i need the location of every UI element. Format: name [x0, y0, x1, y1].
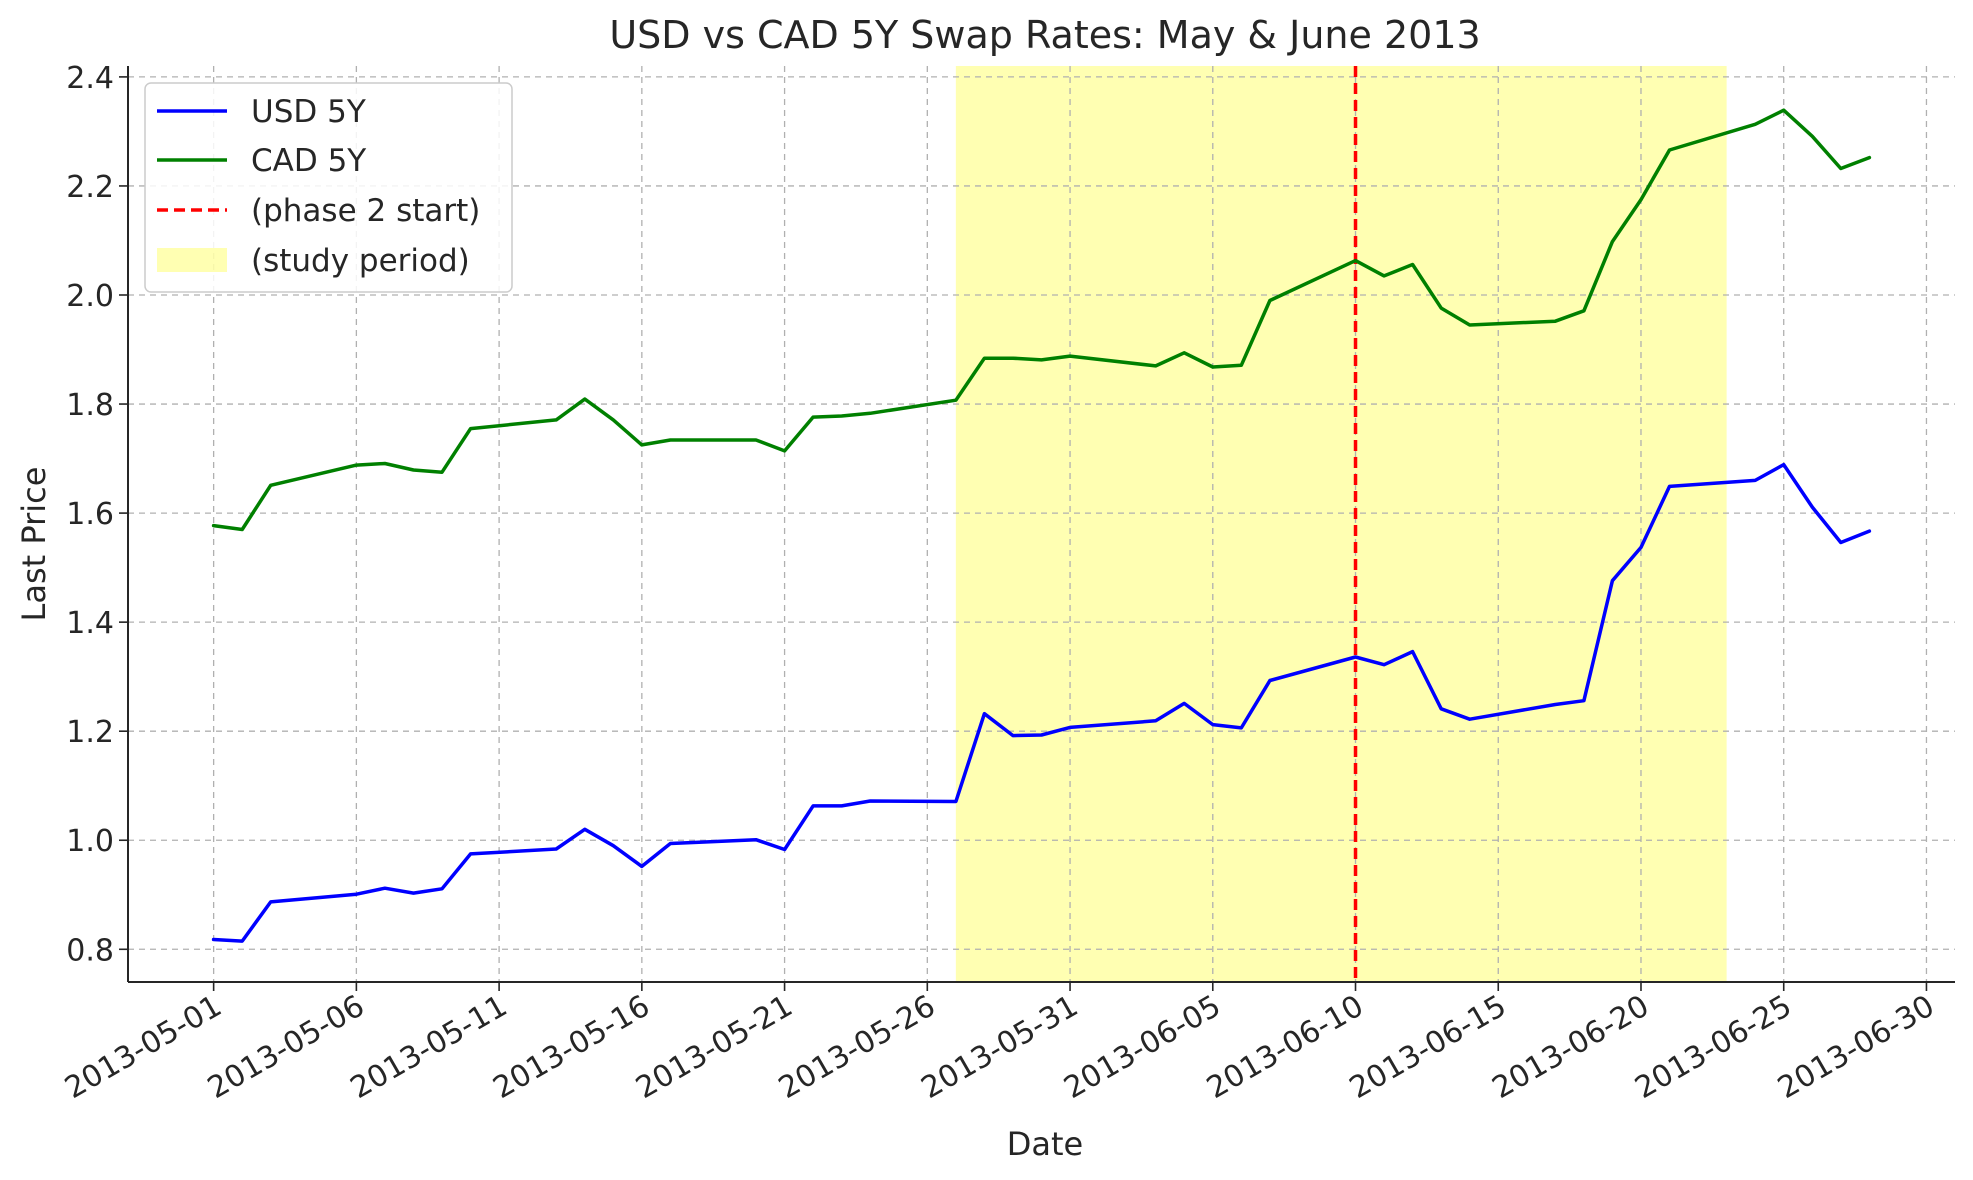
- y-tick-label: 0.8: [66, 933, 114, 968]
- x-tick-label: 2013-06-05: [1058, 989, 1226, 1106]
- x-tick-label: 2013-05-16: [487, 989, 655, 1106]
- x-axis-label: Date: [1007, 1125, 1083, 1163]
- x-tick-label: 2013-06-10: [1201, 989, 1369, 1106]
- x-tick-label: 2013-06-25: [1629, 989, 1797, 1106]
- x-tick-label: 2013-05-26: [773, 989, 941, 1106]
- y-tick-label: 1.8: [66, 388, 114, 423]
- legend-label-study-period: (study period): [251, 243, 470, 279]
- x-tick-label: 2013-05-06: [202, 989, 370, 1106]
- legend: USD 5Y CAD 5Y (phase 2 start) (study per…: [144, 82, 513, 293]
- chart-title: USD vs CAD 5Y Swap Rates: May & June 201…: [609, 13, 1480, 57]
- y-tick-label: 1.2: [66, 715, 114, 750]
- legend-frame: [144, 82, 513, 293]
- gridlines: [128, 66, 1955, 982]
- x-tick-label: 2013-06-20: [1486, 989, 1654, 1106]
- study-period-layer: [955, 66, 1727, 982]
- x-tick-label: 2013-05-31: [916, 989, 1084, 1106]
- legend-label-usd: USD 5Y: [251, 94, 366, 130]
- legend-swatch-study-period: [157, 248, 227, 272]
- y-tick-label: 1.6: [66, 497, 114, 532]
- study-period-band: [955, 66, 1727, 982]
- x-tick-label: 2013-06-15: [1344, 989, 1512, 1106]
- y-tick-label: 2.0: [66, 279, 114, 314]
- x-tick-label: 2013-05-21: [630, 989, 798, 1106]
- series-layer: [211, 108, 1872, 943]
- x-tick-label: 2013-05-11: [345, 989, 513, 1106]
- x-axis-ticks: 2013-05-012013-05-062013-05-112013-05-16…: [59, 982, 1940, 1106]
- y-tick-label: 2.4: [66, 61, 114, 96]
- axes: [127, 66, 1955, 983]
- series-line-usd-5y: [211, 462, 1872, 943]
- y-axis-label: Last Price: [15, 467, 53, 622]
- y-axis-ticks: 0.8 1.0 1.2 1.4 1.6 1.8 2.0 2.2 2.4: [66, 61, 128, 968]
- y-tick-label: 1.0: [66, 824, 114, 859]
- y-tick-label: 2.2: [66, 170, 114, 205]
- x-tick-label: 2013-06-30: [1772, 989, 1940, 1106]
- x-tick-label: 2013-05-01: [59, 989, 227, 1106]
- legend-label-phase-line: (phase 2 start): [251, 193, 480, 229]
- legend-label-cad: CAD 5Y: [251, 143, 366, 179]
- series-line-cad-5y: [211, 108, 1872, 532]
- y-tick-label: 1.4: [66, 606, 114, 641]
